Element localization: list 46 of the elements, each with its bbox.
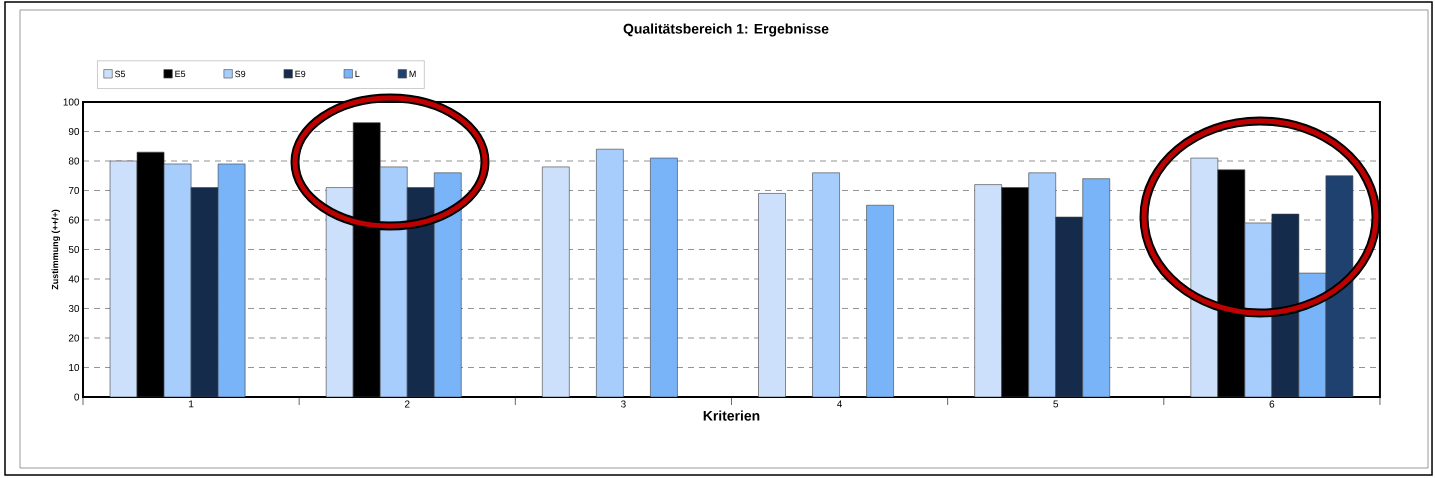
x-tick-label: 1 (189, 400, 194, 408)
y-tick-label: 90 (68, 127, 80, 136)
legend-label: M (409, 70, 416, 77)
bar (406, 187, 435, 397)
bar (812, 172, 840, 397)
bar (1028, 172, 1057, 397)
x-tick-label: 4 (837, 400, 843, 408)
y-tick-label: 80 (68, 157, 80, 165)
y-axis-title: Zustimmung (++/+) (51, 209, 61, 290)
bar (1190, 157, 1219, 397)
bar (1082, 178, 1111, 397)
bar (974, 184, 1002, 397)
bar (596, 148, 624, 397)
bar (433, 172, 462, 397)
y-tick-label: 10 (69, 363, 80, 372)
legend-label: S5 (114, 70, 126, 78)
y-tick-label: 20 (68, 334, 80, 342)
bar (1055, 216, 1084, 397)
x-tick-label: 2 (404, 400, 410, 408)
x-axis-title: Kriterien (703, 410, 760, 421)
y-tick-label: 40 (68, 275, 80, 283)
chart-title: Qualitätsbereich 1: Ergebnisse (623, 23, 829, 37)
bar (109, 160, 138, 397)
bar (542, 166, 570, 397)
bar (190, 187, 219, 397)
x-tick-label: 6 (1269, 400, 1275, 408)
y-tick-label: 0 (74, 393, 80, 401)
y-tick-label: 30 (68, 304, 80, 313)
bar (163, 163, 192, 397)
bar (325, 187, 354, 397)
y-tick-label: 70 (68, 186, 80, 195)
legend-label: S9 (235, 70, 246, 78)
y-tick-label: 60 (68, 216, 80, 224)
bar (650, 157, 678, 397)
x-tick-label: 3 (621, 400, 626, 408)
bar (1244, 222, 1273, 397)
x-tick-label: 5 (1053, 400, 1059, 408)
bar (758, 193, 786, 397)
bar (217, 163, 246, 397)
legend-label: L (355, 70, 360, 77)
legend-label: E9 (295, 70, 306, 78)
legend-label: E5 (175, 70, 186, 78)
bar (379, 166, 408, 397)
y-tick-label: 50 (68, 245, 80, 254)
bar (866, 204, 894, 397)
y-tick-label: 100 (63, 98, 80, 106)
